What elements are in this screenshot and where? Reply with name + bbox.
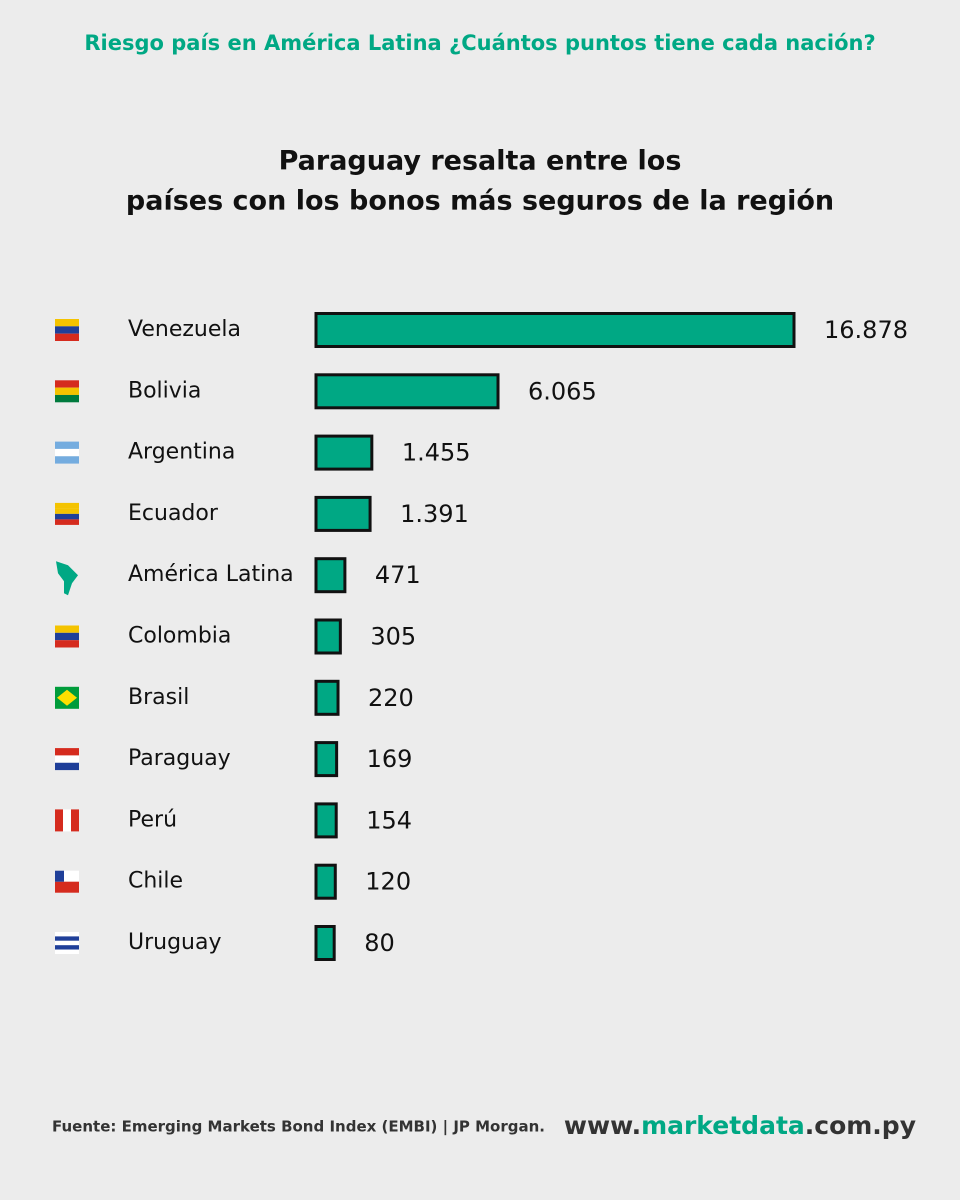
- website-part: www.: [564, 1111, 641, 1140]
- category-label: Colombia: [128, 624, 231, 649]
- flag-stripe: [55, 333, 79, 341]
- category-label: Argentina: [128, 440, 235, 465]
- flag: [55, 625, 79, 648]
- value-label: 1.391: [400, 500, 469, 528]
- bar: [314, 557, 347, 594]
- flag-stripe: [55, 448, 79, 457]
- flag: [55, 380, 79, 403]
- flag: [55, 748, 79, 771]
- website-part: .com.py: [805, 1111, 916, 1140]
- value-label: 220: [368, 684, 414, 712]
- category-label: Perú: [128, 807, 177, 832]
- chart-title: países con los bonos más seguros de la r…: [126, 186, 834, 217]
- flag-stripe: [55, 949, 79, 954]
- value-label: 80: [364, 929, 395, 957]
- bar: [314, 802, 338, 839]
- bar: [314, 618, 342, 655]
- flag-stripe: [71, 809, 79, 832]
- source: Fuente: Emerging Markets Bond Index (EMB…: [52, 1118, 545, 1137]
- category-label: Bolivia: [128, 378, 201, 403]
- flag-stripe: [63, 809, 71, 832]
- flag-stripe: [55, 625, 79, 633]
- website: www.marketdata.com.py: [564, 1111, 916, 1140]
- flag-stripe: [55, 748, 79, 756]
- flag: [55, 870, 79, 893]
- flag-stripe: [55, 870, 79, 882]
- chart-title: Paraguay resalta entre los: [279, 146, 682, 177]
- flag: [55, 809, 79, 832]
- flag-stripe: [55, 456, 79, 464]
- flag: [55, 441, 79, 464]
- category-label: Ecuador: [128, 501, 219, 526]
- bar: [314, 863, 337, 900]
- bar: [314, 434, 374, 471]
- value-label: 120: [365, 868, 411, 896]
- flag-stripe: [55, 502, 79, 509]
- flag-stripe: [55, 755, 79, 763]
- bar: [314, 679, 340, 716]
- flag-stripe: [55, 632, 79, 641]
- flag: [55, 319, 79, 341]
- category-label: Chile: [128, 869, 183, 894]
- flag: [55, 932, 79, 954]
- value-label: 6.065: [528, 377, 597, 405]
- flag: [55, 502, 79, 525]
- flag-stripe: [55, 326, 79, 334]
- bar: [314, 741, 339, 778]
- category-label: Brasil: [128, 685, 189, 710]
- bar: [314, 312, 796, 348]
- category-label: América Latina: [128, 562, 294, 587]
- value-label: 169: [367, 745, 413, 773]
- flag-stripe: [55, 441, 79, 449]
- flag: [56, 561, 78, 596]
- flag-canton: [55, 870, 64, 882]
- value-label: 471: [375, 561, 421, 589]
- flag-stripe: [55, 380, 79, 388]
- flag-stripe: [55, 762, 79, 771]
- value-label: 16.878: [824, 316, 908, 344]
- bar: [314, 925, 336, 961]
- flag-stripe: [55, 394, 79, 403]
- flag-stripe: [55, 936, 79, 941]
- bar: [314, 495, 372, 532]
- header: Riesgo país en América Latina ¿Cuántos p…: [84, 31, 875, 55]
- continent-icon: [56, 561, 78, 596]
- bar: [314, 373, 500, 410]
- value-label: 1.455: [402, 439, 471, 467]
- flag-stripe: [55, 881, 79, 893]
- flag-stripe: [55, 387, 79, 395]
- flag-diamond: [57, 689, 77, 706]
- category-label: Venezuela: [128, 317, 241, 342]
- category-label: Uruguay: [128, 930, 222, 955]
- flag-stripe: [55, 932, 79, 937]
- flag-stripe: [55, 319, 79, 327]
- website-part: marketdata: [641, 1111, 805, 1140]
- flag-stripe: [55, 513, 79, 520]
- flag-stripe: [55, 940, 79, 946]
- category-label: Paraguay: [128, 746, 231, 771]
- flag-stripe: [55, 640, 79, 648]
- flag-stripe: [55, 809, 63, 832]
- value-label: 305: [370, 623, 416, 651]
- flag-stripe: [55, 945, 79, 950]
- flag: [55, 686, 79, 709]
- value-label: 154: [366, 806, 412, 834]
- flag-stripe: [55, 519, 79, 525]
- flag-stripe: [55, 508, 79, 514]
